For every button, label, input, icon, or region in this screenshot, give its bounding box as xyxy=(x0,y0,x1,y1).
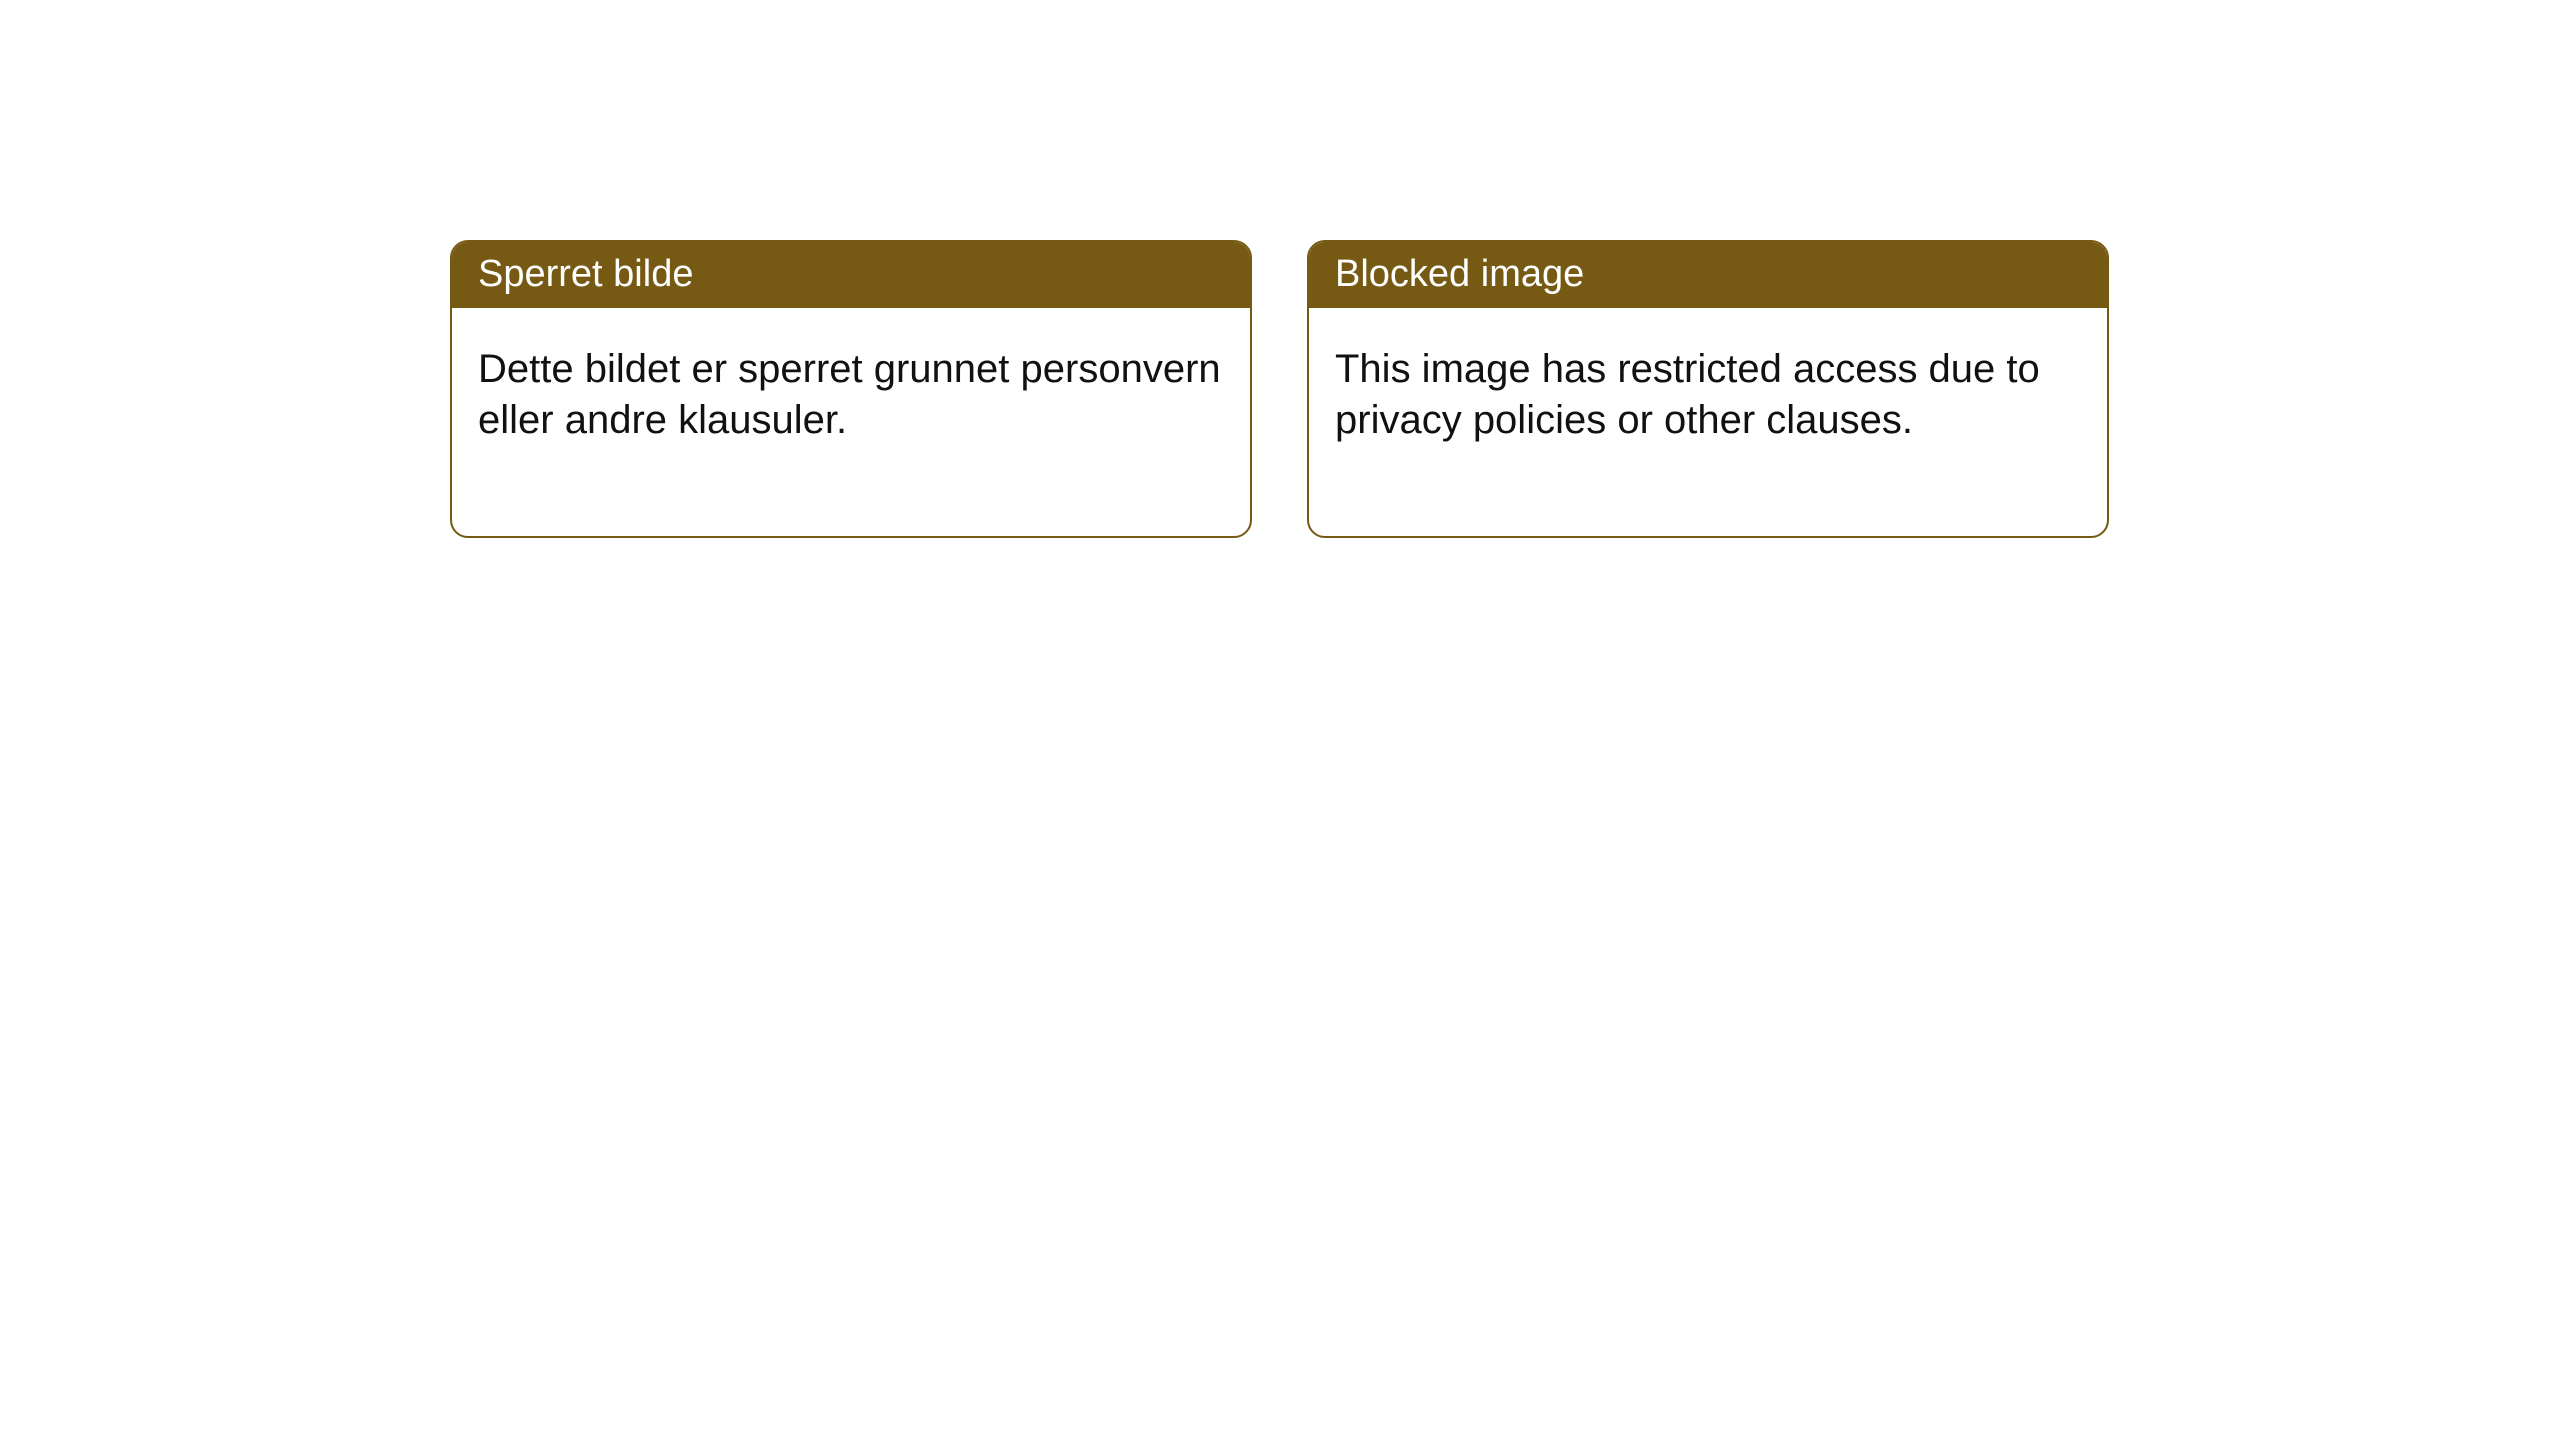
notice-container: Sperret bilde Dette bildet er sperret gr… xyxy=(0,0,2560,538)
notice-title-en: Blocked image xyxy=(1309,242,2107,308)
notice-title-no: Sperret bilde xyxy=(452,242,1250,308)
notice-body-en: This image has restricted access due to … xyxy=(1309,308,2107,536)
notice-card-no: Sperret bilde Dette bildet er sperret gr… xyxy=(450,240,1252,538)
notice-body-no: Dette bildet er sperret grunnet personve… xyxy=(452,308,1250,536)
notice-card-en: Blocked image This image has restricted … xyxy=(1307,240,2109,538)
